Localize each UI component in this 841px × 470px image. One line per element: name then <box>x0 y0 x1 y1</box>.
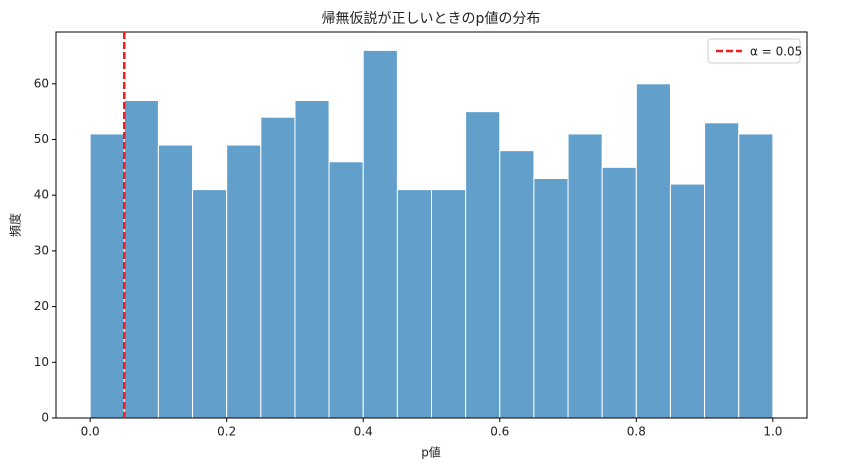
legend-box <box>707 38 801 64</box>
bar <box>465 111 501 419</box>
x-tick-label: 0.8 <box>627 425 646 439</box>
bar <box>499 150 535 419</box>
y-tick-label: 60 <box>34 76 49 90</box>
y-tick-label: 50 <box>34 132 49 146</box>
y-axis-label: 頻度 <box>8 213 23 237</box>
bar <box>533 177 569 419</box>
y-tick-label: 10 <box>34 355 49 369</box>
bar <box>328 161 364 419</box>
bar <box>704 122 740 419</box>
x-tick-label: 1.0 <box>763 425 782 439</box>
y-tick-label: 0 <box>41 411 49 425</box>
y-tick-label: 40 <box>34 188 49 202</box>
bar <box>601 166 637 419</box>
bar <box>396 189 433 419</box>
bar <box>192 189 228 419</box>
x-tick-label: 0.4 <box>354 425 373 439</box>
x-tick-label: 0.0 <box>81 425 100 439</box>
x-axis-label: p値 <box>421 445 441 460</box>
bar <box>431 189 467 419</box>
x-tick-label: 0.2 <box>217 425 236 439</box>
legend-label: α = 0.05 <box>750 45 802 59</box>
y-tick-label: 20 <box>34 299 49 313</box>
bar <box>738 133 774 419</box>
bar <box>294 100 330 419</box>
plot-frame <box>55 31 808 419</box>
bar <box>669 183 706 419</box>
y-tick-label: 30 <box>34 243 49 257</box>
bar <box>260 116 296 419</box>
bar <box>123 100 159 419</box>
x-tick-label: 0.6 <box>490 425 509 439</box>
bar <box>89 133 125 419</box>
bar <box>635 83 671 419</box>
chart-title: 帰無仮説が正しいときのp値の分布 <box>322 10 541 27</box>
bar <box>362 49 398 419</box>
bar <box>226 144 262 419</box>
bar <box>567 133 603 419</box>
bar <box>157 144 194 419</box>
